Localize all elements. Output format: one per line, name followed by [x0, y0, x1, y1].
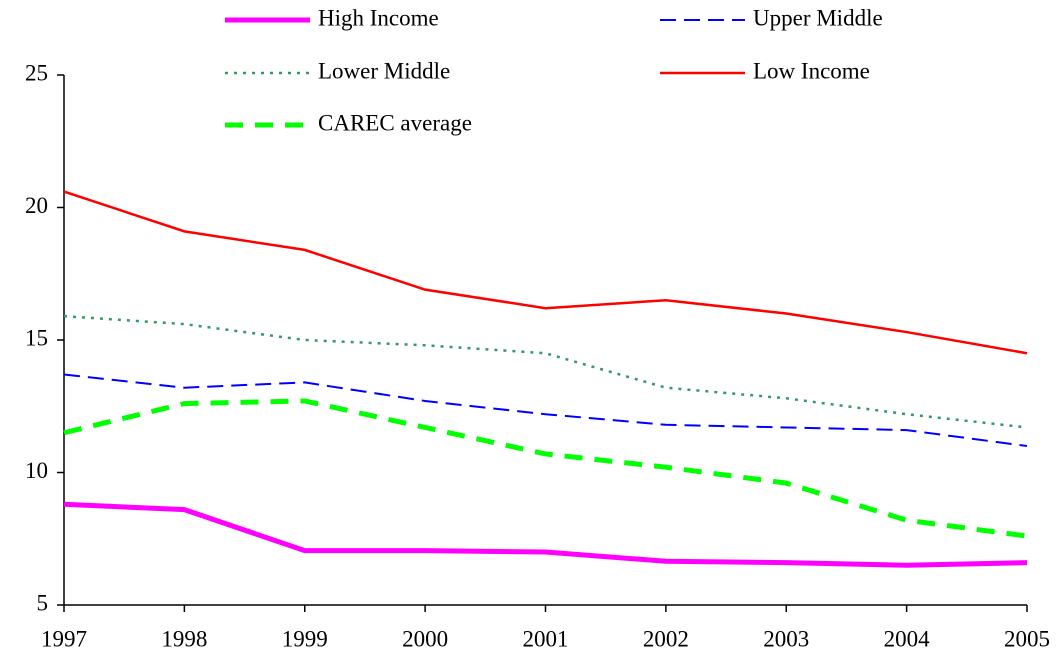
- legend-label: Lower Middle: [318, 58, 450, 83]
- x-tick-label: 2002: [643, 626, 689, 651]
- x-tick-label: 1997: [41, 626, 87, 651]
- legend-label: Low Income: [753, 58, 870, 83]
- x-tick-label: 2003: [763, 626, 809, 651]
- legend-label: High Income: [318, 5, 439, 30]
- x-tick-label: 2001: [523, 626, 569, 651]
- y-tick-label: 20: [25, 193, 48, 218]
- legend-label: CAREC average: [318, 110, 472, 135]
- legend-label: Upper Middle: [753, 5, 883, 30]
- x-tick-label: 2005: [1004, 626, 1050, 651]
- series-line: [63, 314, 1028, 429]
- y-tick-label: 15: [25, 325, 48, 350]
- x-tick-label: 1999: [282, 626, 328, 651]
- series-line: [63, 501, 1028, 568]
- x-tick-label: 2000: [402, 626, 448, 651]
- x-tick-label: 2004: [884, 626, 931, 651]
- x-tick-label: 1998: [161, 626, 207, 651]
- series-line: [63, 190, 1028, 355]
- series-line: [63, 373, 1028, 447]
- series-line: [63, 398, 1028, 539]
- y-tick-label: 10: [25, 458, 48, 483]
- y-tick-label: 25: [25, 60, 48, 85]
- y-tick-label: 5: [37, 590, 49, 615]
